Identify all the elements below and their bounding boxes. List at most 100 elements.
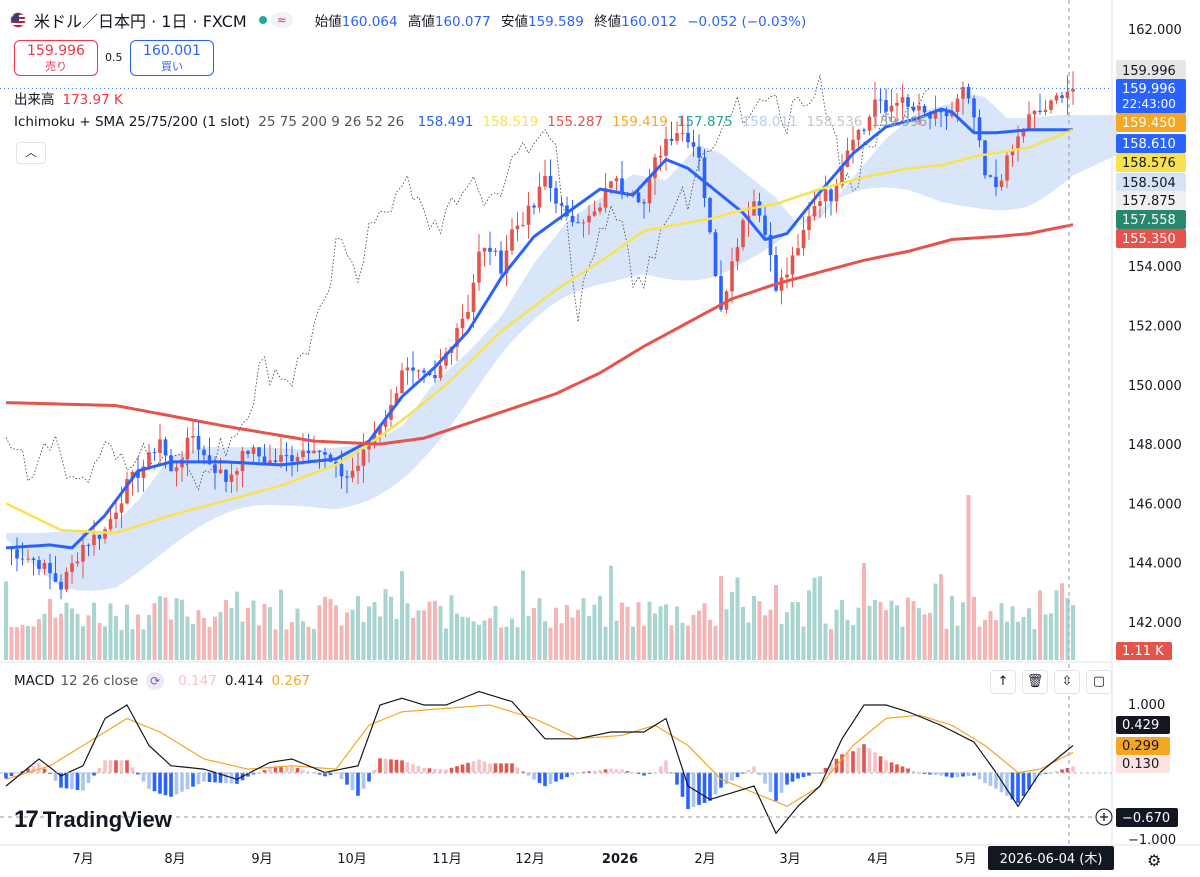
candle-body	[1054, 95, 1059, 101]
volume-bar	[829, 629, 833, 660]
buy-button[interactable]: 160.001 買い	[130, 40, 214, 76]
volume-bar	[554, 607, 558, 660]
candle-body	[202, 449, 206, 456]
candle-body	[147, 452, 151, 467]
candle-body	[515, 225, 520, 230]
volume-bar	[306, 626, 311, 660]
sell-button[interactable]: 159.996 売り	[14, 40, 98, 76]
macd-histogram-bar	[598, 769, 602, 773]
volume-legend[interactable]: 出来高 173.97 K	[14, 88, 123, 108]
macd-histogram-bar	[42, 768, 47, 773]
macd-histogram-bar	[290, 766, 294, 773]
macd-histogram-bar	[191, 772, 195, 787]
macd-line-value: 0.414	[224, 673, 264, 689]
collapse-legend-button[interactable]: ︿	[16, 142, 46, 164]
volume-bar	[136, 614, 140, 660]
macd-histogram-bar	[306, 771, 311, 773]
tradingview-logo[interactable]: 17 TradingView	[14, 806, 172, 834]
macd-histogram-bar	[9, 772, 14, 777]
macd-histogram-bar	[790, 772, 795, 782]
volume-bar	[576, 609, 580, 660]
volume-bar	[1010, 606, 1015, 660]
candle-body	[807, 216, 811, 231]
move-pane-up-button[interactable]: ↑	[990, 670, 1016, 694]
macd-lines	[5, 690, 1074, 835]
macd-histogram-bar	[609, 768, 613, 773]
symbol-title[interactable]: 米ドル／日本円 · 1日 · FXCM	[34, 12, 247, 31]
volume-bar	[653, 613, 657, 660]
candle-body	[818, 201, 822, 207]
candle-body	[966, 87, 971, 99]
time-label: 3月	[779, 852, 800, 867]
volume-bar	[416, 610, 421, 660]
volume-bar	[537, 598, 542, 660]
volume-bar	[884, 610, 888, 660]
refresh-icon[interactable]: ⟳	[146, 672, 165, 690]
candle-body	[246, 451, 250, 454]
macd-histogram-bar	[741, 772, 745, 774]
ichimoku-label: Ichimoku + SMA 25/75/200 (1 slot)	[14, 114, 250, 130]
market-status[interactable]: ≈	[258, 12, 293, 28]
candle-body	[240, 451, 245, 472]
settings-gear-icon[interactable]: ⚙	[1147, 851, 1162, 870]
volume-bar	[482, 620, 487, 660]
macd-histogram-bar	[53, 772, 58, 781]
macd-histogram-bar	[642, 772, 646, 776]
volume-bar	[598, 595, 602, 660]
volume-bar	[400, 570, 404, 660]
candle-body	[763, 215, 767, 235]
macd-histogram-bar	[977, 772, 982, 780]
candle-body	[537, 186, 542, 208]
macd-params: 12 26 close	[60, 673, 139, 689]
close-label: 終値	[594, 14, 622, 30]
delete-pane-button[interactable]: 🗑	[1022, 670, 1048, 694]
price-tick-label: 142.000	[1128, 616, 1182, 631]
macd-histogram-bar	[950, 772, 954, 778]
ichimoku-legend[interactable]: Ichimoku + SMA 25/75/200 (1 slot) 25 75 …	[14, 114, 927, 130]
macd-histogram-bar	[1016, 772, 1020, 803]
candle-body	[92, 534, 96, 546]
volume-bar	[130, 628, 135, 660]
change-value: −0.052 (−0.03%)	[687, 14, 807, 30]
volume-bar	[928, 612, 932, 660]
volume-bar	[97, 622, 102, 660]
macd-histogram-bar	[202, 772, 206, 782]
macd-histogram-bar	[152, 772, 157, 792]
candle-body	[768, 234, 773, 255]
candle-body	[812, 206, 817, 217]
candle-body	[383, 419, 388, 427]
open-label: 始値	[314, 14, 342, 30]
candle-body	[471, 282, 476, 312]
market-status-pill: ≈	[270, 12, 293, 28]
macd-histogram-bar	[213, 772, 217, 783]
time-label: 7月	[72, 852, 93, 867]
macd-histogram-bar	[669, 772, 674, 774]
volume-bar	[1049, 613, 1053, 660]
candle-body	[361, 449, 366, 466]
macd-histogram-bar	[757, 772, 762, 776]
maximize-pane-button[interactable]: ⇳	[1054, 670, 1080, 694]
candle-body	[801, 230, 806, 249]
macd-histogram-bar	[493, 763, 498, 773]
macd-histogram-bar	[510, 763, 514, 773]
macd-legend[interactable]: MACD 12 26 close ⟳ 0.147 0.414 0.267	[14, 672, 310, 690]
macd-histogram-bar	[59, 772, 63, 788]
volume-bar	[686, 625, 690, 660]
candle-body	[317, 450, 322, 453]
volume-bar	[1038, 590, 1042, 660]
volume-bar	[862, 562, 866, 660]
candle-body	[350, 470, 355, 478]
macd-histogram-bar	[323, 772, 327, 777]
macd-histogram-bar	[504, 763, 509, 773]
pane-fullscreen-button[interactable]: ▢	[1086, 670, 1112, 694]
candle-body	[1043, 109, 1048, 112]
volume-bar	[81, 626, 85, 660]
volume-bar	[895, 605, 899, 660]
candle-body	[944, 112, 949, 117]
macd-histogram-bar	[603, 769, 608, 773]
volume-bar	[213, 616, 217, 660]
volume-bar	[59, 613, 63, 660]
candle-body	[400, 370, 404, 394]
candle-body	[642, 202, 646, 204]
